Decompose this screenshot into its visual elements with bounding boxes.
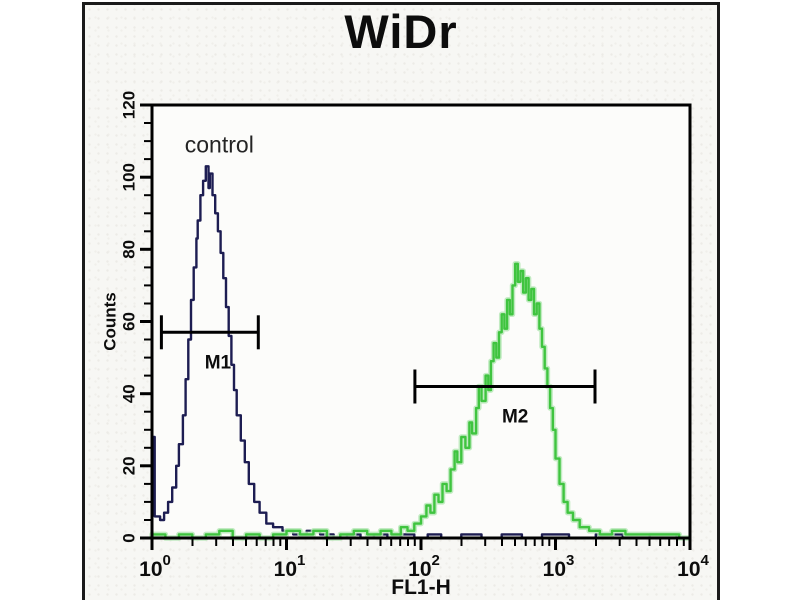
chart-title: WiDr <box>344 5 458 58</box>
y-tick-label: 60 <box>120 312 139 331</box>
y-tick-label: 120 <box>120 91 139 119</box>
y-tick-label: 80 <box>120 240 139 259</box>
x-tick-label: 101 <box>274 552 306 581</box>
y-tick-label: 20 <box>120 456 139 475</box>
x-tick-label: 102 <box>408 552 440 581</box>
y-tick-label: 40 <box>120 384 139 403</box>
plot-area <box>152 105 690 538</box>
y-axis-label: Counts <box>101 292 120 351</box>
plot-border <box>150 103 692 540</box>
marker-m1: M1 <box>159 315 260 373</box>
x-tick-label: 104 <box>677 552 709 581</box>
y-axis: 0 20 40 60 80 100 120 <box>120 91 151 543</box>
x-tick-label: 103 <box>543 552 575 581</box>
sample-trace-line <box>150 262 690 540</box>
x-axis-label: FL1-H <box>391 576 451 599</box>
control-annotation: control <box>185 132 254 158</box>
sample-trace <box>149 261 690 541</box>
x-axis: 100 101 102 103 104 <box>139 539 710 581</box>
y-tick-label: 100 <box>120 163 139 191</box>
marker-m2: M2 <box>413 369 597 428</box>
y-tick-label: 0 <box>120 533 139 542</box>
marker-label: M1 <box>205 352 232 373</box>
x-tick-label: 100 <box>139 552 171 581</box>
marker-label: M2 <box>502 407 528 428</box>
